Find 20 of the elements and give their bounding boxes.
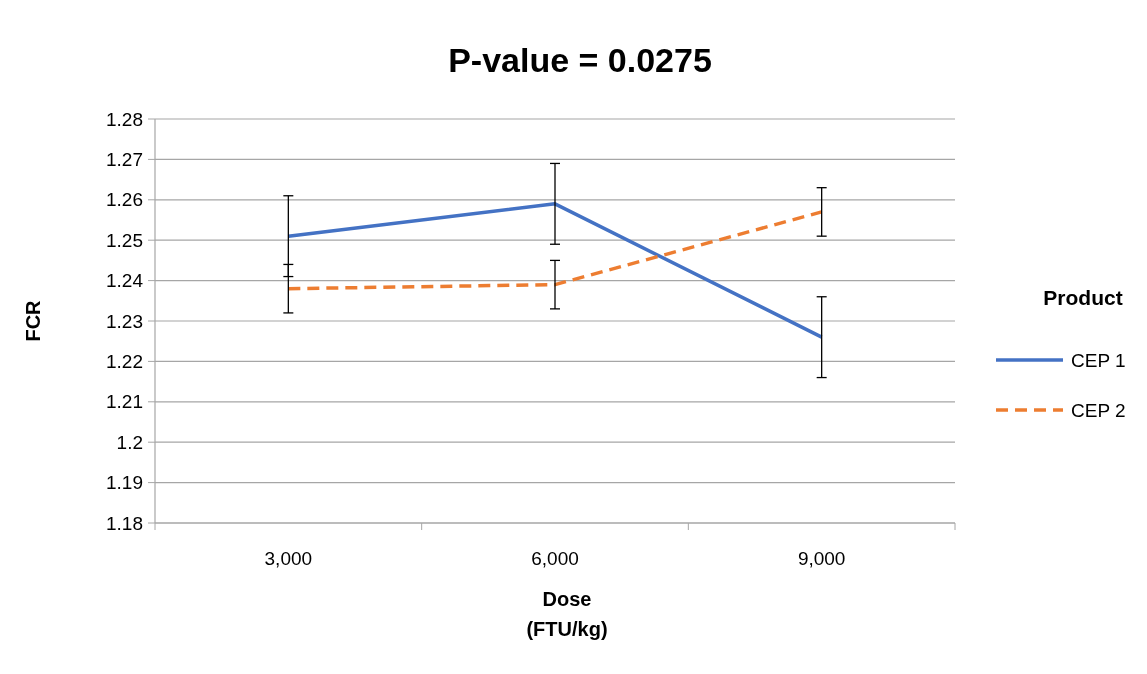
legend-label: CEP 1: [1071, 349, 1126, 371]
x-tick-label: 6,000: [531, 548, 579, 569]
y-tick-label: 1.25: [106, 229, 143, 251]
legend-label: CEP 2: [1071, 399, 1126, 421]
y-tick-label: 1.21: [106, 391, 143, 413]
y-tick-label: 1.22: [106, 351, 143, 373]
y-tick-label: 1.26: [106, 189, 143, 211]
y-axis-title: FCR: [22, 299, 44, 342]
y-tick-label: 1.23: [106, 310, 143, 332]
x-axis-title: Dose (FTU/kg): [526, 588, 608, 640]
y-tick-label: 1.19: [106, 472, 143, 494]
legend-title: Product: [1043, 286, 1123, 309]
x-tick-label: 3,000: [264, 548, 313, 569]
y-tick-label: 1.27: [106, 149, 143, 171]
x-tick-label: 9,000: [797, 548, 846, 569]
y-tick-label: 1.28: [106, 108, 143, 130]
chart-title: P-value = 0.0275: [448, 41, 712, 79]
y-tick-label: 1.2: [116, 431, 143, 453]
y-tick-label: 1.18: [106, 512, 143, 534]
y-tick-label: 1.24: [106, 270, 144, 292]
